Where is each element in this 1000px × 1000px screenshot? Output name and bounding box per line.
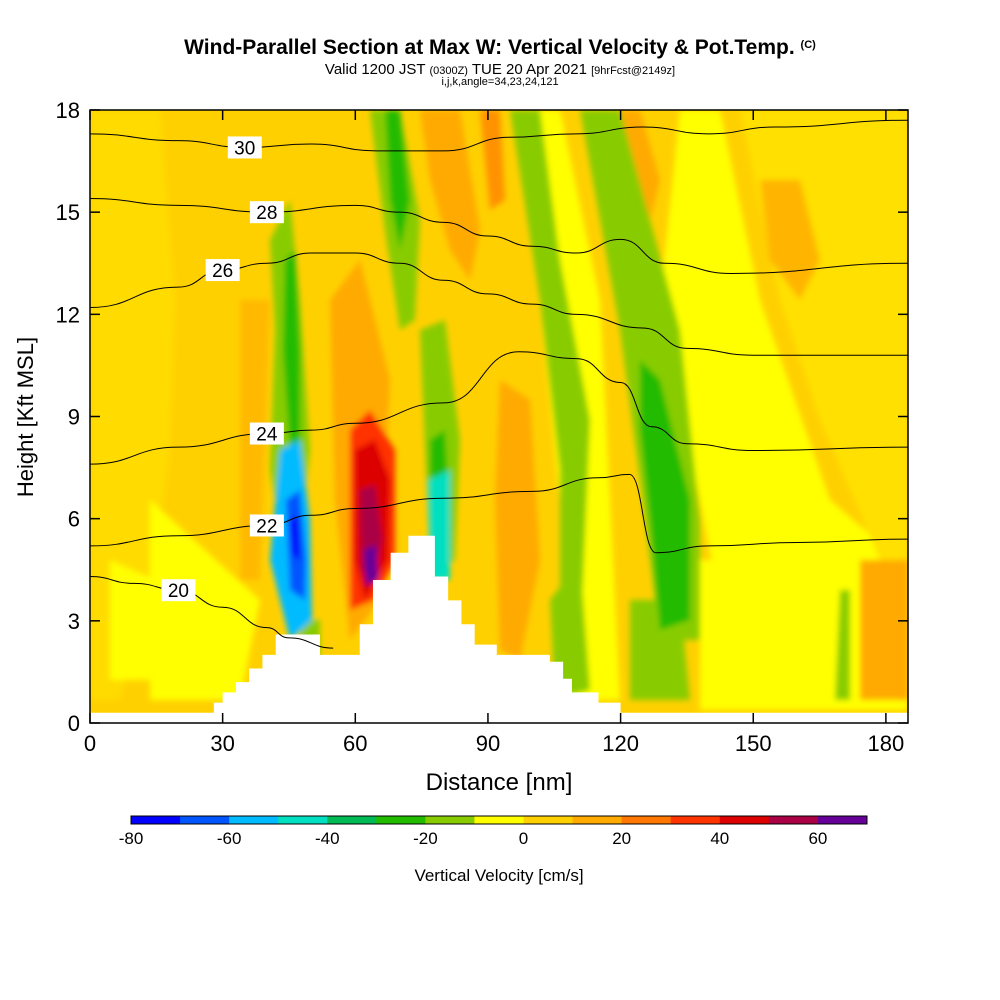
colorbar-swatch bbox=[768, 816, 819, 824]
isentrope-label-text: 28 bbox=[256, 203, 277, 224]
isentrope-label-text: 26 bbox=[212, 261, 233, 282]
isentrope-label: 24 bbox=[249, 422, 284, 446]
colorbar-swatch bbox=[523, 816, 574, 824]
x-tick-label: 120 bbox=[602, 731, 639, 756]
valid-prefix: Valid 1200 JST bbox=[324, 61, 426, 78]
x-tick-label: 30 bbox=[210, 731, 234, 756]
colorbar-swatch bbox=[131, 816, 181, 824]
isentrope-label: 22 bbox=[249, 514, 284, 537]
x-tick-label: 0 bbox=[84, 731, 96, 756]
valid-utc: (0300Z) bbox=[429, 65, 468, 77]
isentrope-label: 26 bbox=[205, 259, 240, 282]
isentrope-labels: 20 22 24 26 28 30 bbox=[161, 136, 284, 602]
isentrope-label: 20 bbox=[161, 579, 196, 602]
chart-subtitle: Valid 1200 JST (0300Z) TUE 20 Apr 2021 [… bbox=[0, 61, 1000, 78]
colorbar-tick-label: 60 bbox=[808, 829, 827, 848]
x-tick-label: 60 bbox=[343, 731, 367, 756]
x-tick-label: 150 bbox=[735, 731, 772, 756]
forecast-info: [9hrFcst@2149z] bbox=[591, 65, 676, 77]
grid-info: i,j,k,angle=34,23,24,121 bbox=[441, 76, 559, 88]
colorbar-swatch bbox=[621, 816, 672, 824]
colorbar-swatch bbox=[376, 816, 426, 824]
chart-title-main: Wind-Parallel Section at Max W: Vertical… bbox=[184, 36, 795, 59]
colorbar-swatch bbox=[719, 816, 770, 824]
colorbar-swatch bbox=[670, 816, 721, 824]
colorbar-swatch bbox=[229, 816, 279, 824]
colorbar-swatch bbox=[327, 816, 377, 824]
colorbar-swatch bbox=[180, 816, 230, 824]
y-tick-label: 12 bbox=[56, 302, 80, 327]
colorbar-tick-label: 20 bbox=[612, 829, 631, 848]
terrain bbox=[90, 535, 908, 723]
colorbar-swatch bbox=[474, 816, 525, 824]
velocity-field bbox=[90, 110, 908, 723]
y-tick-label: 18 bbox=[56, 98, 80, 123]
x-axis: 0 30 60 90 120 150 180 bbox=[84, 110, 904, 756]
isentrope-label-text: 22 bbox=[256, 516, 277, 537]
y-axis-label: Height [Kft MSL] bbox=[13, 337, 38, 497]
isentrope-label-text: 30 bbox=[234, 138, 255, 159]
x-axis-label: Distance [nm] bbox=[426, 769, 573, 796]
y-tick-label: 9 bbox=[68, 405, 80, 430]
isentrope-label-text: 24 bbox=[256, 425, 278, 446]
y-axis: 0 3 6 9 12 15 18 bbox=[56, 98, 908, 736]
x-tick-label: 90 bbox=[476, 731, 500, 756]
colorbar: -80 -60 -40 -20 0 20 40 60 bbox=[119, 815, 868, 848]
colorbar-label: Vertical Velocity [cm/s] bbox=[414, 866, 583, 885]
colorbar-tick-label: -80 bbox=[119, 829, 144, 848]
isentrope-label-text: 20 bbox=[168, 581, 189, 602]
x-tick-label: 180 bbox=[868, 731, 905, 756]
colorbar-tick-label: 0 bbox=[519, 829, 528, 848]
y-tick-label: 3 bbox=[68, 609, 80, 634]
chart-title: Wind-Parallel Section at Max W: Vertical… bbox=[0, 36, 1000, 60]
copyright-mark: (C) bbox=[800, 39, 816, 51]
colorbar-swatch bbox=[572, 816, 623, 824]
isentrope-line bbox=[89, 576, 334, 649]
colorbar-swatch bbox=[278, 816, 328, 824]
y-tick-label: 6 bbox=[68, 507, 80, 532]
colorbar-tick-label: -20 bbox=[413, 829, 438, 848]
isentrope-label: 28 bbox=[249, 201, 284, 224]
colorbar-swatch bbox=[425, 816, 475, 824]
colorbar-tick-label: -60 bbox=[217, 829, 242, 848]
y-tick-label: 15 bbox=[56, 200, 80, 225]
colorbar-swatch bbox=[817, 816, 868, 824]
isentrope-label: 30 bbox=[227, 136, 262, 159]
y-tick-label: 0 bbox=[68, 711, 80, 736]
valid-date: TUE 20 Apr 2021 bbox=[471, 61, 587, 78]
colorbar-tick-label: 40 bbox=[710, 829, 729, 848]
colorbar-tick-label: -40 bbox=[315, 829, 340, 848]
